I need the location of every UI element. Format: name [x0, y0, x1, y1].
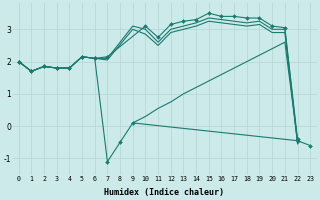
X-axis label: Humidex (Indice chaleur): Humidex (Indice chaleur) [104, 188, 224, 197]
